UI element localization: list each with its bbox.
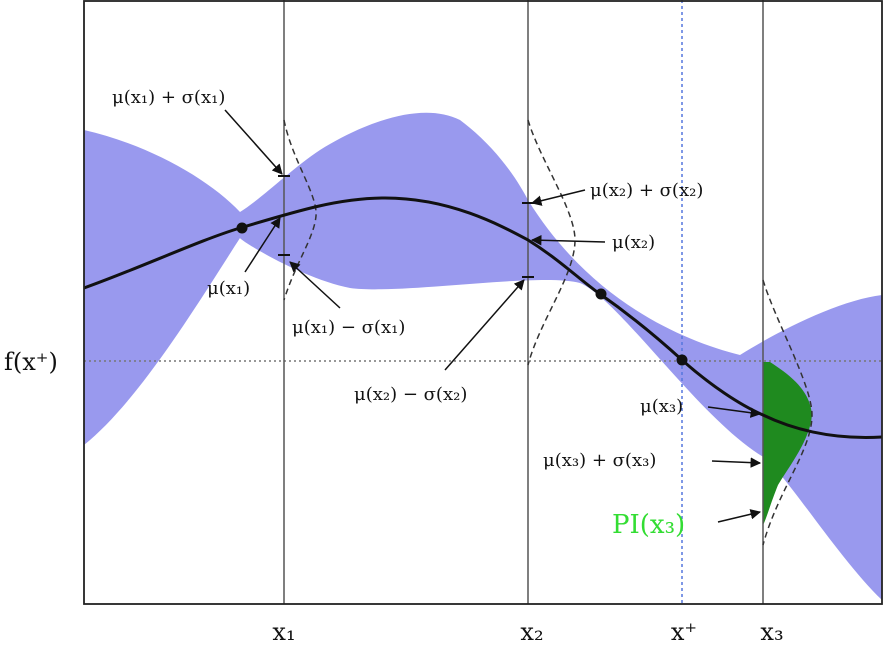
arrow-mu-x3 (707, 406, 762, 418)
label-pi-x3: PI(x₃) (612, 510, 685, 540)
arrow-mu-x2 (530, 235, 606, 246)
label-mu-x1-minus-sigma: μ(x₁) − σ(x₁) (292, 317, 405, 338)
arrow-pi-x3 (717, 509, 762, 523)
y-reference-label: f(x⁺) (4, 348, 58, 376)
label-mu-x1-plus-sigma: μ(x₁) + σ(x₁) (112, 87, 225, 108)
label-mu-x1: μ(x₁) (207, 278, 250, 299)
arrow-mu-x2-minus-sigma (444, 279, 525, 371)
observed-point-1 (236, 222, 248, 234)
x-axis-label-x1: x₁ (272, 618, 295, 646)
x-axis-label-x-plus: x⁺ (671, 618, 697, 646)
label-mu-x3: μ(x₃) (640, 396, 683, 417)
annotation-arrows (224, 109, 762, 523)
x2-gaussian-curve (527, 119, 576, 366)
observed-point-3 (676, 354, 688, 366)
arrow-mu-x1-minus-sigma (289, 261, 341, 309)
x-axis-label-x2: x₂ (520, 618, 543, 646)
x-axis-label-x3: x₃ (760, 618, 783, 646)
label-mu-x2-minus-sigma: μ(x₂) − σ(x₂) (354, 384, 467, 405)
pi-region (763, 362, 812, 525)
plot-frame (83, 0, 883, 605)
label-mu-x2-plus-sigma: μ(x₂) + σ(x₂) (590, 180, 703, 201)
arrow-mu-x2-plus-sigma (530, 189, 586, 206)
arrow-mu-x1 (244, 217, 281, 273)
arrow-mu-x1-plus-sigma (224, 109, 283, 175)
observed-point-2 (595, 288, 607, 300)
arrow-mu-x3-plus-sigma (711, 457, 762, 468)
label-mu-x2: μ(x₂) (612, 232, 655, 253)
x3-gaussian-curve (762, 279, 813, 546)
label-mu-x3-plus-sigma: μ(x₃) + σ(x₃) (543, 450, 656, 471)
x1-gaussian-curve (283, 119, 317, 301)
